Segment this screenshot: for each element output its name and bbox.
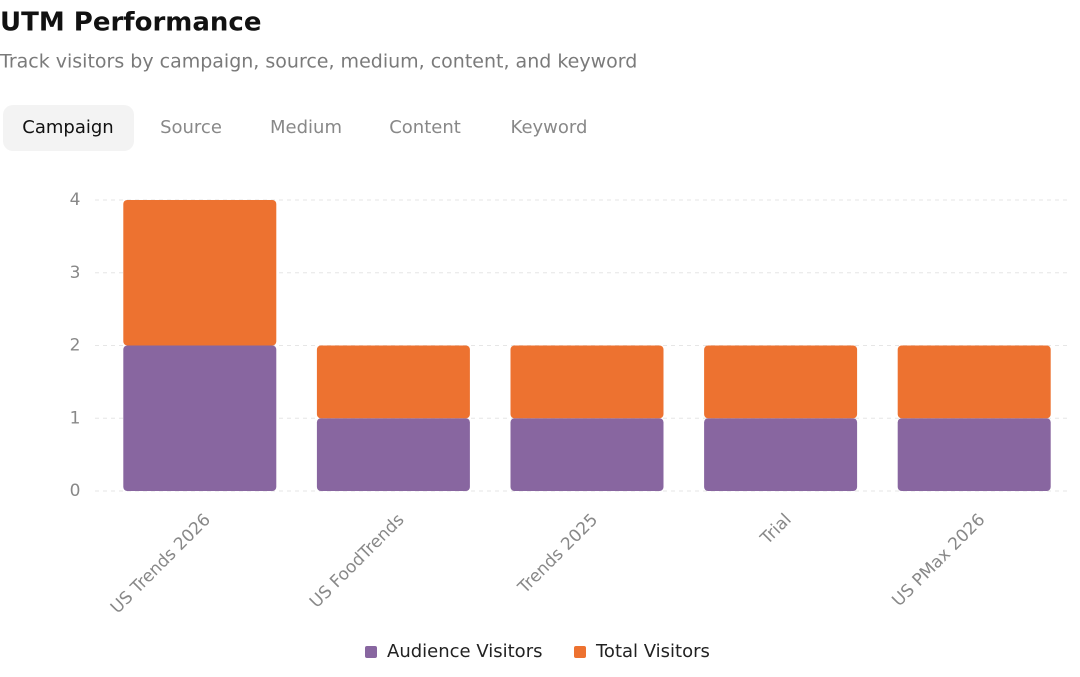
x-tick-label: US Trends 2026 bbox=[107, 510, 215, 618]
x-tick-label: Trends 2025 bbox=[514, 510, 602, 598]
bar-segment bbox=[897, 345, 1051, 419]
y-tick-label: 4 bbox=[70, 190, 81, 210]
bar-segment bbox=[123, 200, 277, 346]
tab[interactable]: Keyword bbox=[511, 117, 588, 138]
subtitle: Track visitors by campaign, source, medi… bbox=[0, 51, 637, 73]
bar-segment bbox=[510, 345, 664, 419]
tab-active-bg bbox=[3, 105, 134, 151]
legend-swatch bbox=[574, 646, 586, 658]
y-tick-label: 2 bbox=[70, 336, 81, 356]
legend-label: Total Visitors bbox=[595, 641, 710, 662]
tab[interactable]: Medium bbox=[270, 117, 342, 138]
x-tick-label: US FoodTrends bbox=[306, 510, 408, 612]
bar-segment bbox=[897, 418, 1051, 491]
title: UTM Performance bbox=[0, 8, 261, 38]
bar-segment bbox=[510, 418, 664, 491]
bar-segment bbox=[316, 345, 470, 419]
plot: 0 1 2 3 4 US Trends 2026 US FoodTrends Trends 2… bbox=[70, 190, 1071, 662]
bar-segment bbox=[704, 418, 858, 491]
x-tick-label: US PMax 2026 bbox=[888, 510, 989, 611]
legend-swatch bbox=[365, 646, 377, 658]
y-tick-label: 3 bbox=[70, 263, 81, 283]
bar-segment bbox=[316, 418, 470, 491]
bar-segment bbox=[704, 345, 858, 419]
x-tick-label: Trial bbox=[756, 510, 795, 549]
tab[interactable]: Source bbox=[160, 117, 222, 138]
tab[interactable]: Campaign bbox=[22, 117, 113, 138]
legend-label: Audience Visitors bbox=[387, 641, 542, 662]
bar-segment bbox=[123, 345, 277, 491]
y-tick-label: 0 bbox=[70, 481, 81, 501]
y-tick-label: 1 bbox=[70, 408, 81, 428]
tab-bar: Campaign Source Medium Content Keyword bbox=[3, 105, 587, 151]
tab[interactable]: Content bbox=[389, 117, 461, 138]
